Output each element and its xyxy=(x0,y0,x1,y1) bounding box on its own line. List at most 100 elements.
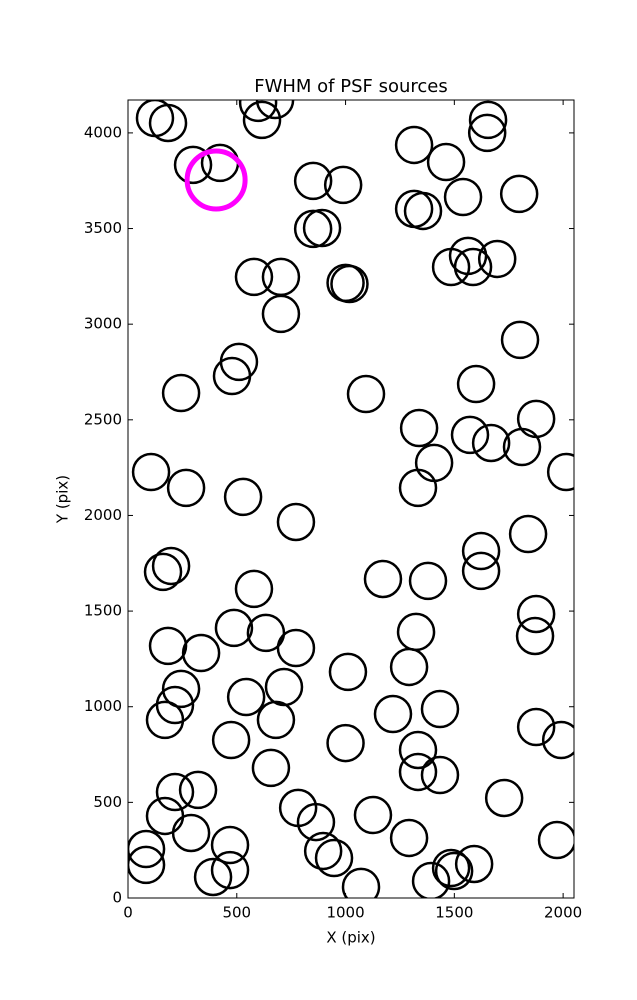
marker xyxy=(426,142,466,182)
marker xyxy=(326,723,365,763)
marker xyxy=(411,861,451,898)
marker xyxy=(398,752,438,792)
marker xyxy=(251,748,291,788)
marker xyxy=(403,191,443,231)
marker xyxy=(467,113,507,153)
marker xyxy=(255,100,295,120)
marker xyxy=(396,612,436,652)
marker xyxy=(450,415,490,455)
marker xyxy=(223,477,263,517)
marker xyxy=(211,720,251,760)
marker xyxy=(502,427,542,467)
marker xyxy=(246,613,286,653)
marker xyxy=(500,320,540,360)
marker xyxy=(210,825,250,865)
marker xyxy=(151,546,191,586)
marker xyxy=(145,796,185,836)
marker xyxy=(471,423,511,463)
marker xyxy=(234,569,274,609)
marker xyxy=(453,247,493,287)
marker xyxy=(389,818,429,858)
marker xyxy=(166,468,206,508)
marker xyxy=(264,667,304,707)
x-tick-label: 0 xyxy=(123,904,133,922)
marker xyxy=(173,145,213,185)
marker xyxy=(314,838,354,878)
marker xyxy=(296,802,336,842)
plot-area xyxy=(128,100,574,898)
marker xyxy=(341,867,381,898)
axes-frame xyxy=(127,99,575,899)
marker xyxy=(398,468,438,508)
y-axis-label: Y (pix) xyxy=(54,475,72,524)
marker xyxy=(181,633,221,673)
marker xyxy=(148,626,188,666)
marker xyxy=(516,707,556,747)
marker xyxy=(214,608,254,648)
marker xyxy=(468,100,508,140)
marker xyxy=(171,813,211,853)
marker xyxy=(128,845,166,885)
marker xyxy=(456,364,496,404)
x-tick-label: 1000 xyxy=(326,904,364,922)
y-tick-label: 3000 xyxy=(84,315,122,333)
marker xyxy=(148,103,188,143)
marker xyxy=(443,177,483,217)
marker xyxy=(398,730,438,770)
marker xyxy=(261,257,301,297)
marker xyxy=(293,209,333,249)
marker xyxy=(178,770,218,810)
marker xyxy=(461,531,501,571)
marker xyxy=(461,551,501,591)
marker xyxy=(363,559,403,599)
marker xyxy=(546,452,574,492)
marker xyxy=(276,628,316,668)
marker xyxy=(143,552,183,592)
marker xyxy=(454,844,494,884)
marker xyxy=(508,514,548,554)
marker xyxy=(399,408,439,448)
marker xyxy=(219,342,259,382)
marker xyxy=(408,561,448,601)
x-tick-label: 1500 xyxy=(435,904,473,922)
marker xyxy=(477,239,517,279)
marker xyxy=(145,700,185,740)
x-tick-label: 500 xyxy=(222,904,251,922)
y-tick-label: 2500 xyxy=(84,410,122,428)
marker xyxy=(234,257,274,297)
marker xyxy=(193,857,233,897)
marker xyxy=(499,174,539,214)
x-tick-label: 2000 xyxy=(544,904,582,922)
marker xyxy=(394,125,434,165)
marker xyxy=(226,677,266,717)
marker xyxy=(293,161,333,201)
y-tick-label: 1000 xyxy=(84,697,122,715)
marker xyxy=(484,778,524,818)
marker xyxy=(155,772,195,812)
marker xyxy=(302,208,342,248)
y-tick-label: 1500 xyxy=(84,602,122,620)
marker xyxy=(242,100,282,140)
marker xyxy=(515,616,555,656)
marker xyxy=(128,829,166,869)
highlight-marker xyxy=(184,148,248,212)
x-axis-label: X (pix) xyxy=(326,929,375,947)
y-tick-label: 3500 xyxy=(84,219,122,237)
marker xyxy=(420,689,460,729)
marker xyxy=(326,263,365,303)
marker xyxy=(541,720,574,760)
chart-title: FWHM of PSF sources xyxy=(254,76,448,97)
marker xyxy=(373,694,413,734)
marker xyxy=(330,264,369,304)
marker xyxy=(516,399,556,439)
marker xyxy=(516,594,556,634)
marker xyxy=(434,851,474,891)
marker xyxy=(210,850,250,890)
marker xyxy=(346,374,386,414)
marker xyxy=(537,820,574,860)
y-tick-label: 0 xyxy=(112,889,122,907)
y-tick-label: 2000 xyxy=(84,506,122,524)
marker xyxy=(212,356,252,396)
y-tick-label: 4000 xyxy=(84,123,122,141)
